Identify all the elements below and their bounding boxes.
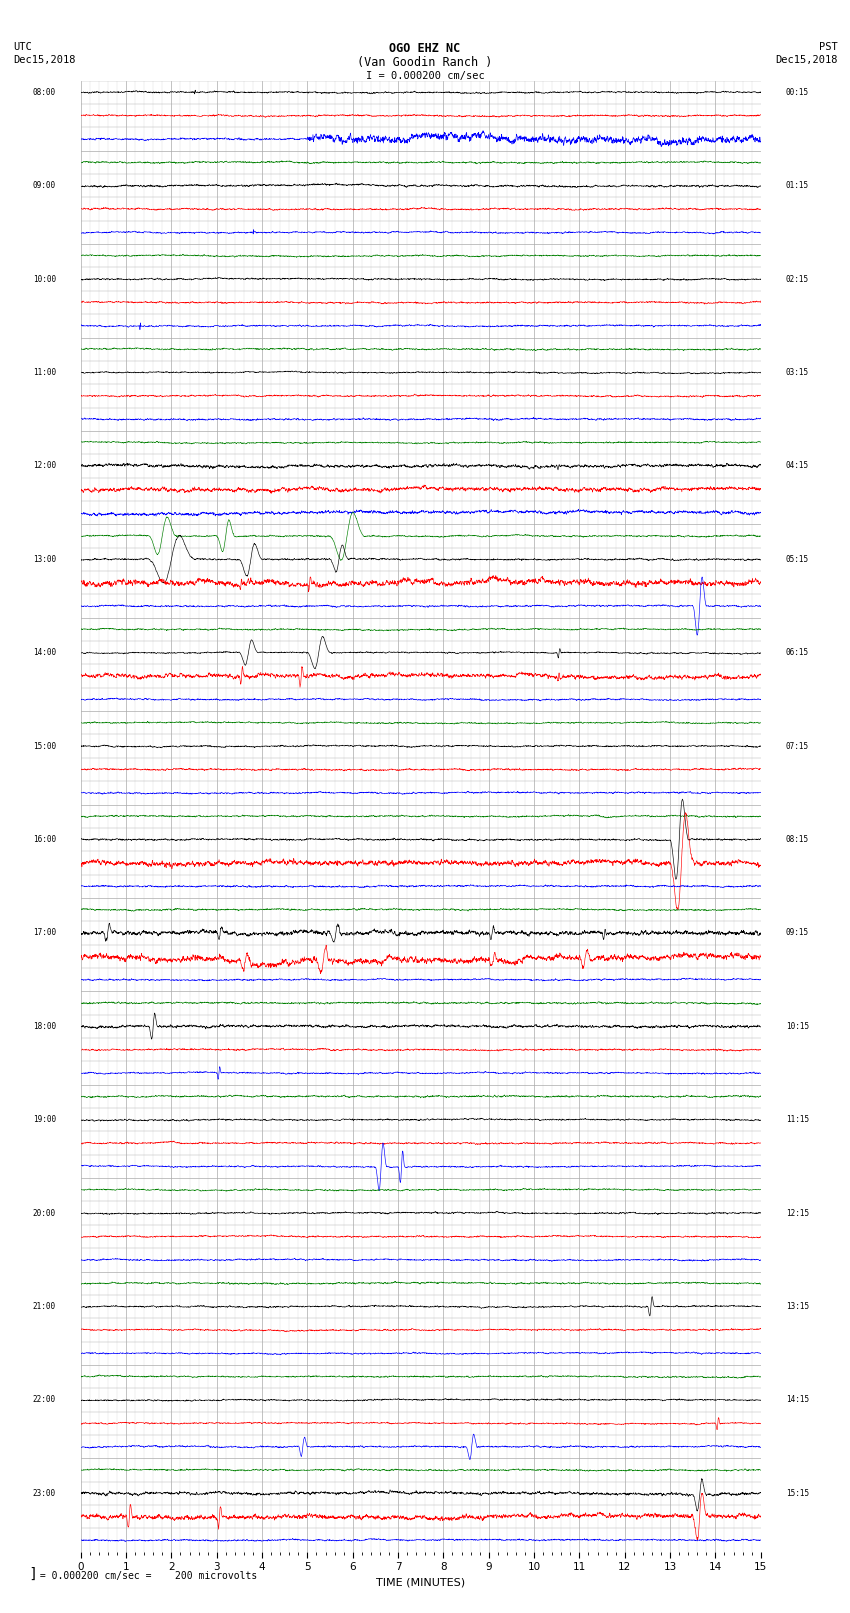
- Text: 06:15: 06:15: [785, 648, 809, 656]
- Text: Dec15,2018: Dec15,2018: [13, 55, 76, 65]
- Text: 02:15: 02:15: [785, 274, 809, 284]
- Text: 09:00: 09:00: [32, 181, 56, 190]
- Text: 13:15: 13:15: [785, 1302, 809, 1311]
- Text: 14:00: 14:00: [32, 648, 56, 656]
- Text: 15:00: 15:00: [32, 742, 56, 750]
- Text: Dec15,2018: Dec15,2018: [774, 55, 837, 65]
- Text: ]: ]: [21, 1566, 38, 1581]
- Text: 00:15: 00:15: [785, 87, 809, 97]
- Text: 11:00: 11:00: [32, 368, 56, 377]
- Text: 16:00: 16:00: [32, 836, 56, 844]
- Text: 03:15: 03:15: [785, 368, 809, 377]
- Text: 12:00: 12:00: [32, 461, 56, 471]
- Text: 14:15: 14:15: [785, 1395, 809, 1405]
- Text: 12:15: 12:15: [785, 1208, 809, 1218]
- Text: 07:15: 07:15: [785, 742, 809, 750]
- Text: 05:15: 05:15: [785, 555, 809, 565]
- Text: 23:00: 23:00: [32, 1489, 56, 1498]
- Text: 09:15: 09:15: [785, 929, 809, 937]
- Text: 15:15: 15:15: [785, 1489, 809, 1498]
- Text: 13:00: 13:00: [32, 555, 56, 565]
- Text: 21:00: 21:00: [32, 1302, 56, 1311]
- Text: 17:00: 17:00: [32, 929, 56, 937]
- Text: I = 0.000200 cm/sec: I = 0.000200 cm/sec: [366, 71, 484, 81]
- Text: UTC: UTC: [13, 42, 31, 52]
- Text: 22:00: 22:00: [32, 1395, 56, 1405]
- X-axis label: TIME (MINUTES): TIME (MINUTES): [377, 1578, 465, 1587]
- Text: 10:00: 10:00: [32, 274, 56, 284]
- Text: 20:00: 20:00: [32, 1208, 56, 1218]
- Text: = 0.000200 cm/sec =    200 microvolts: = 0.000200 cm/sec = 200 microvolts: [34, 1571, 258, 1581]
- Text: OGO EHZ NC: OGO EHZ NC: [389, 42, 461, 55]
- Text: 01:15: 01:15: [785, 181, 809, 190]
- Text: 19:00: 19:00: [32, 1115, 56, 1124]
- Text: 04:15: 04:15: [785, 461, 809, 471]
- Text: PST: PST: [819, 42, 837, 52]
- Text: (Van Goodin Ranch ): (Van Goodin Ranch ): [357, 56, 493, 69]
- Text: 11:15: 11:15: [785, 1115, 809, 1124]
- Text: 08:00: 08:00: [32, 87, 56, 97]
- Text: 08:15: 08:15: [785, 836, 809, 844]
- Text: 18:00: 18:00: [32, 1021, 56, 1031]
- Text: 10:15: 10:15: [785, 1021, 809, 1031]
